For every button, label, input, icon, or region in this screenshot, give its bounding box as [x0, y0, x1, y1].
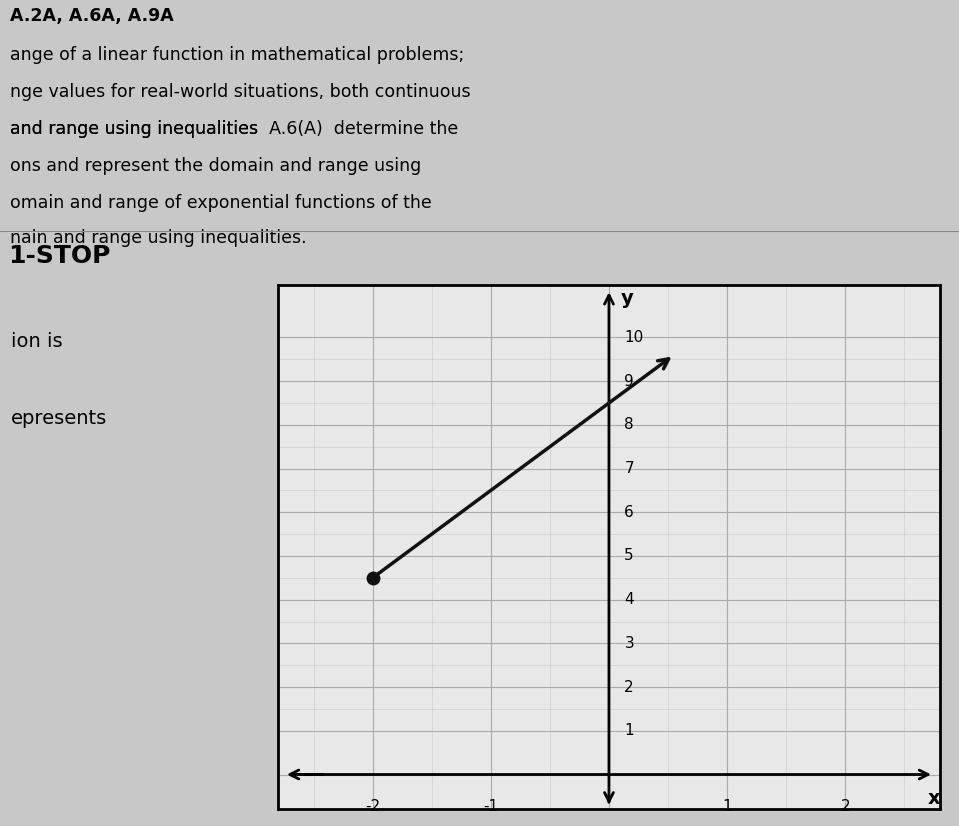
Text: 10: 10: [624, 330, 643, 345]
Text: 2: 2: [624, 680, 634, 695]
Text: ion is: ion is: [11, 331, 62, 351]
Text: and range using inequalities  A.6(A)  determine the: and range using inequalities A.6(A) dete…: [10, 121, 457, 138]
Text: 9: 9: [624, 373, 634, 388]
Text: and range using inequalities A.6(A): and range using inequalities A.6(A): [10, 121, 358, 138]
Text: and range using inequalities: and range using inequalities: [10, 121, 263, 138]
Text: 2: 2: [840, 799, 850, 814]
Text: 1-STOP: 1-STOP: [8, 244, 110, 268]
Text: y: y: [620, 288, 633, 307]
Text: ange of a linear function in mathematical problems;: ange of a linear function in mathematica…: [10, 46, 464, 64]
Text: -2: -2: [365, 799, 380, 814]
Text: 4: 4: [624, 592, 634, 607]
Text: 8: 8: [624, 417, 634, 432]
Text: ons and represent the domain and range using: ons and represent the domain and range u…: [10, 157, 421, 175]
Text: -1: -1: [483, 799, 499, 814]
Text: 3: 3: [624, 636, 634, 651]
Text: 1: 1: [722, 799, 732, 814]
Text: 6: 6: [624, 505, 634, 520]
Text: omain and range of exponential functions of the: omain and range of exponential functions…: [10, 194, 432, 212]
Text: 7: 7: [624, 461, 634, 476]
Text: nain and range using inequalities.: nain and range using inequalities.: [10, 229, 306, 247]
Text: A.2A, A.6A, A.9A: A.2A, A.6A, A.9A: [10, 7, 174, 25]
Text: 5: 5: [624, 548, 634, 563]
Text: nge values for real-world situations, both continuous: nge values for real-world situations, bo…: [10, 83, 470, 102]
Text: 1: 1: [624, 724, 634, 738]
Text: x: x: [927, 789, 940, 808]
Text: epresents: epresents: [11, 409, 107, 428]
